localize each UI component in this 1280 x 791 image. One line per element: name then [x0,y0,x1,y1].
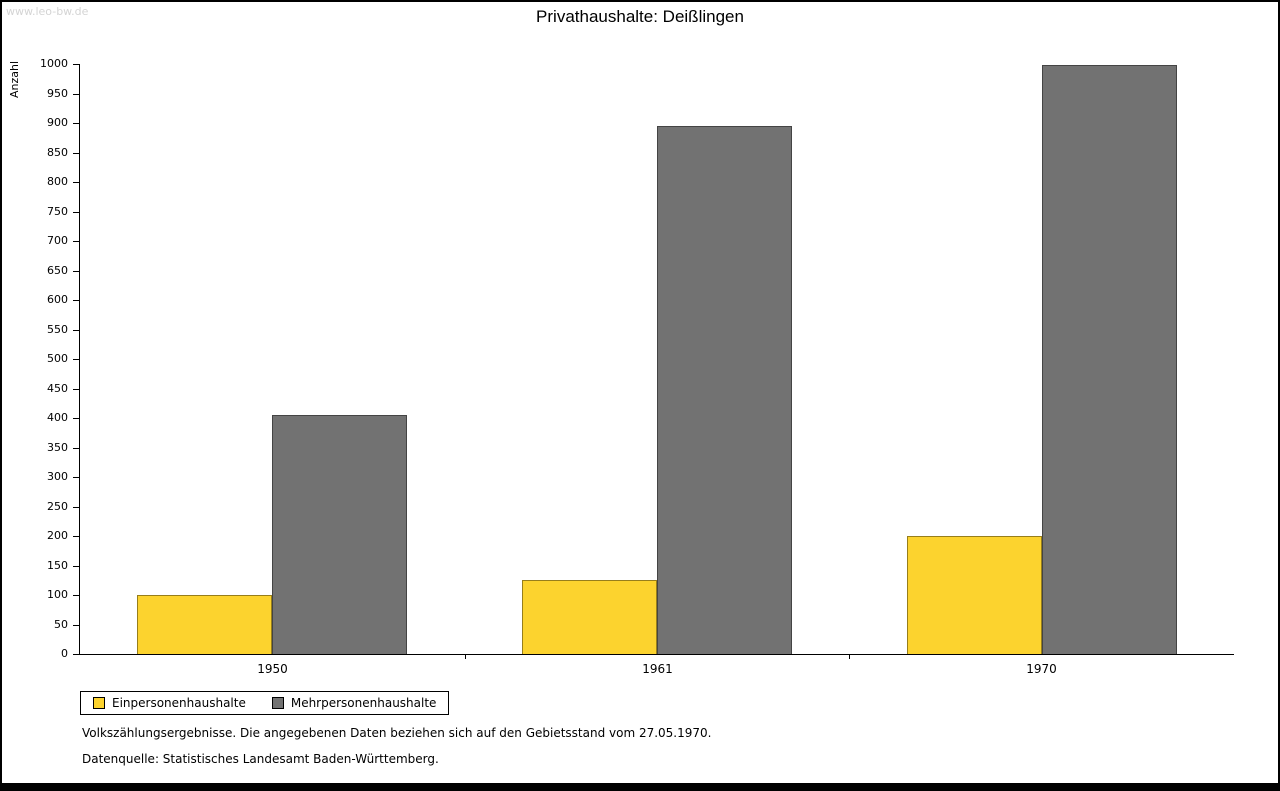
y-tick-mark [73,477,79,478]
legend-swatch-einpersonenhaushalte [93,697,105,709]
plot-area: 0 50 100 150 200 250 300 350 400 450 500 550 600 650 7… [40,58,1234,676]
legend-item-mehrpersonenhaushalte: Mehrpersonenhaushalte [271,696,437,710]
y-tick-label: 800 [47,175,68,188]
bar-mehrpersonenhaushalte-1961 [657,126,792,654]
y-tick-label: 250 [47,500,68,513]
y-tick-label: 450 [47,382,68,395]
y-tick-mark [73,271,79,272]
legend: Einpersonenhaushalte Mehrpersonenhaushal… [80,691,450,715]
y-tick-mark [73,64,79,65]
y-tick-label: 950 [47,87,68,100]
x-category-label-1950: 1950 [257,662,288,676]
y-tick-mark [73,123,79,124]
legend-swatch-mehrpersonenhaushalte [271,697,284,709]
y-tick-mark [73,595,79,596]
y-tick-label: 900 [47,116,68,129]
y-tick-label: 500 [47,352,68,365]
y-tick-mark [73,418,79,419]
bar-mehrpersonenhaushalte-1950 [272,415,407,654]
y-tick-mark [73,330,79,331]
chart-title: Privathaushalte: Deißlingen [536,7,744,26]
y-tick-label: 300 [47,470,68,483]
bar-einpersonenhaushalte-1970 [907,536,1042,654]
y-tick-mark [73,448,79,449]
y-tick-label: 100 [47,588,68,601]
footnote-source: Datenquelle: Statistisches Landesamt Bad… [82,752,439,766]
x-tick-mark [849,654,850,659]
y-tick-label: 1000 [40,57,68,70]
y-tick-label: 200 [47,529,68,542]
x-tick-mark [465,654,466,659]
watermark: www.leo-bw.de [6,5,89,18]
legend-item-einpersonenhaushalte: Einpersonenhaushalte [93,696,246,710]
y-axis-title: Anzahl [8,60,21,98]
y-tick-label: 400 [47,411,68,424]
y-tick-mark [73,300,79,301]
y-tick-mark [73,182,79,183]
y-tick-mark [73,94,79,95]
y-tick-label: 750 [47,205,68,218]
y-tick-label: 0 [61,647,68,660]
legend-label-mehrpersonenhaushalte: Mehrpersonenhaushalte [290,696,437,710]
y-tick-mark [73,625,79,626]
x-category-label-1961: 1961 [642,662,673,676]
bar-einpersonenhaushalte-1961 [522,580,657,654]
y-tick-mark [73,153,79,154]
y-tick-label: 150 [47,559,68,572]
y-tick-mark [73,241,79,242]
y-tick-label: 850 [47,146,68,159]
y-tick-mark [73,507,79,508]
y-tick-mark [73,536,79,537]
y-tick-mark [73,212,79,213]
y-tick-label: 50 [54,618,68,631]
y-tick-mark [73,654,79,655]
y-tick-label: 550 [47,323,68,336]
y-tick-mark [73,359,79,360]
y-tick-label: 350 [47,441,68,454]
bar-einpersonenhaushalte-1950 [137,595,272,654]
y-tick-label: 700 [47,234,68,247]
y-tick-label: 600 [47,293,68,306]
y-tick-label: 650 [47,264,68,277]
bar-mehrpersonenhaushalte-1970 [1042,65,1177,654]
footnote-census: Volkszählungsergebnisse. Die angegebenen… [82,726,712,740]
x-category-label-1970: 1970 [1026,662,1057,676]
y-tick-mark [73,566,79,567]
legend-label-einpersonenhaushalte: Einpersonenhaushalte [112,696,246,710]
y-tick-mark [73,389,79,390]
